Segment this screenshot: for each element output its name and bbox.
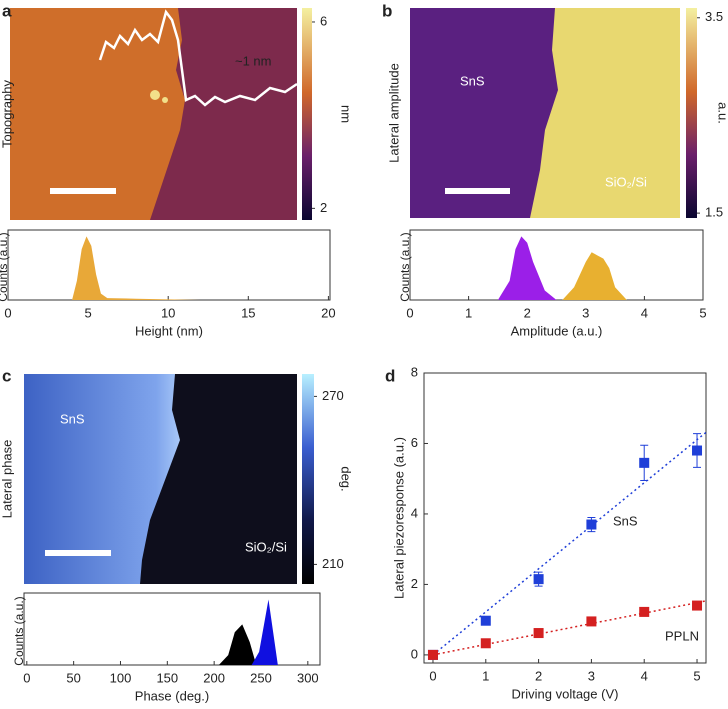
data-point <box>533 574 544 585</box>
colorbar-label: nm <box>339 105 354 123</box>
topography-image <box>10 8 298 220</box>
x-tick-label: 200 <box>203 670 225 685</box>
data-point <box>692 600 703 611</box>
annotation: SnS <box>460 73 485 88</box>
panel-label: c <box>2 366 11 385</box>
amplitude-image <box>410 8 680 218</box>
series-label: SnS <box>613 513 638 528</box>
data-point <box>480 638 491 649</box>
data-point <box>586 519 597 530</box>
x-tick-label: 100 <box>110 670 132 685</box>
histogram-area <box>72 236 201 300</box>
annotation: ~1 nm <box>235 53 272 68</box>
x-axis-label: Height (nm) <box>135 323 203 338</box>
x-tick-label: 0 <box>23 670 30 685</box>
plot-frame <box>423 372 707 664</box>
x-tick-label: 10 <box>161 305 175 320</box>
y-tick-label: 4 <box>411 505 418 520</box>
x-tick-label: 15 <box>241 305 255 320</box>
data-point <box>586 616 597 627</box>
panel-label: d <box>385 366 395 385</box>
colorbar-label: deg. <box>339 466 354 491</box>
fit-line <box>432 600 707 656</box>
x-tick-label: 250 <box>250 670 272 685</box>
y-axis-label: Lateral piezoresponse (a.u.) <box>391 437 406 599</box>
x-tick-label: 0 <box>429 668 436 683</box>
data-point <box>533 628 544 639</box>
data-point <box>639 606 650 617</box>
data-point <box>639 457 650 468</box>
series-label: PPLN <box>665 628 699 643</box>
panel-label: a <box>2 1 12 20</box>
plot-frame <box>7 229 331 301</box>
panel-label: b <box>382 1 392 20</box>
colorbar-tick-label: 270 <box>322 388 344 403</box>
x-axis-label: Amplitude (a.u.) <box>511 323 603 338</box>
colorbar-tick-label: 210 <box>322 556 344 571</box>
annotation: SiO₂/Si <box>605 174 647 189</box>
colorbar-tick-label: 6 <box>320 13 327 28</box>
y-axis-label: Lateral amplitude <box>386 63 401 163</box>
x-axis-label: Driving voltage (V) <box>512 686 619 701</box>
x-tick-label: 0 <box>406 305 413 320</box>
x-tick-label: 150 <box>156 670 178 685</box>
x-tick-label: 1 <box>482 668 489 683</box>
data-point <box>480 615 491 626</box>
x-tick-label: 1 <box>465 305 472 320</box>
colorbar <box>302 8 312 220</box>
colorbar <box>302 374 314 584</box>
x-axis-label: Phase (deg.) <box>135 688 209 703</box>
y-axis-label: Lateral phase <box>0 440 14 519</box>
x-tick-label: 4 <box>641 668 648 683</box>
histogram-area <box>251 599 278 665</box>
x-tick-label: 2 <box>535 668 542 683</box>
data-point <box>692 445 703 456</box>
y-tick-label: 8 <box>411 364 418 379</box>
phase-image <box>24 374 297 584</box>
colorbar <box>686 8 697 218</box>
plot-frame <box>23 592 321 666</box>
y-axis-label: Topography <box>0 80 14 148</box>
fit-line <box>432 431 707 656</box>
colorbar-tick-label: 1.5 <box>705 205 723 220</box>
y-axis-label: Counts (a.u.) <box>12 596 26 665</box>
x-tick-label: 2 <box>524 305 531 320</box>
x-tick-label: 50 <box>66 670 80 685</box>
x-tick-label: 3 <box>588 668 595 683</box>
histogram-area <box>218 624 257 665</box>
colorbar-tick-label: 2 <box>320 200 327 215</box>
annotation: SiO₂/Si <box>245 539 287 554</box>
histogram-area <box>562 252 627 300</box>
y-tick-label: 0 <box>411 646 418 661</box>
annotation: SnS <box>60 411 85 426</box>
histogram-area <box>497 236 557 300</box>
x-tick-label: 5 <box>693 668 700 683</box>
y-axis-label: Counts (a.u.) <box>0 232 10 301</box>
data-point <box>427 649 438 660</box>
x-tick-label: 20 <box>321 305 335 320</box>
x-tick-label: 5 <box>699 305 706 320</box>
x-tick-label: 0 <box>4 305 11 320</box>
x-tick-label: 4 <box>641 305 648 320</box>
colorbar-label: a.u. <box>716 102 728 124</box>
y-axis-label: Counts (a.u.) <box>398 232 412 301</box>
x-tick-label: 5 <box>84 305 91 320</box>
y-tick-label: 2 <box>411 576 418 591</box>
colorbar-tick-label: 3.5 <box>705 9 723 24</box>
x-tick-label: 300 <box>297 670 319 685</box>
x-tick-label: 3 <box>582 305 589 320</box>
y-tick-label: 6 <box>411 435 418 450</box>
plot-frame <box>409 229 704 301</box>
